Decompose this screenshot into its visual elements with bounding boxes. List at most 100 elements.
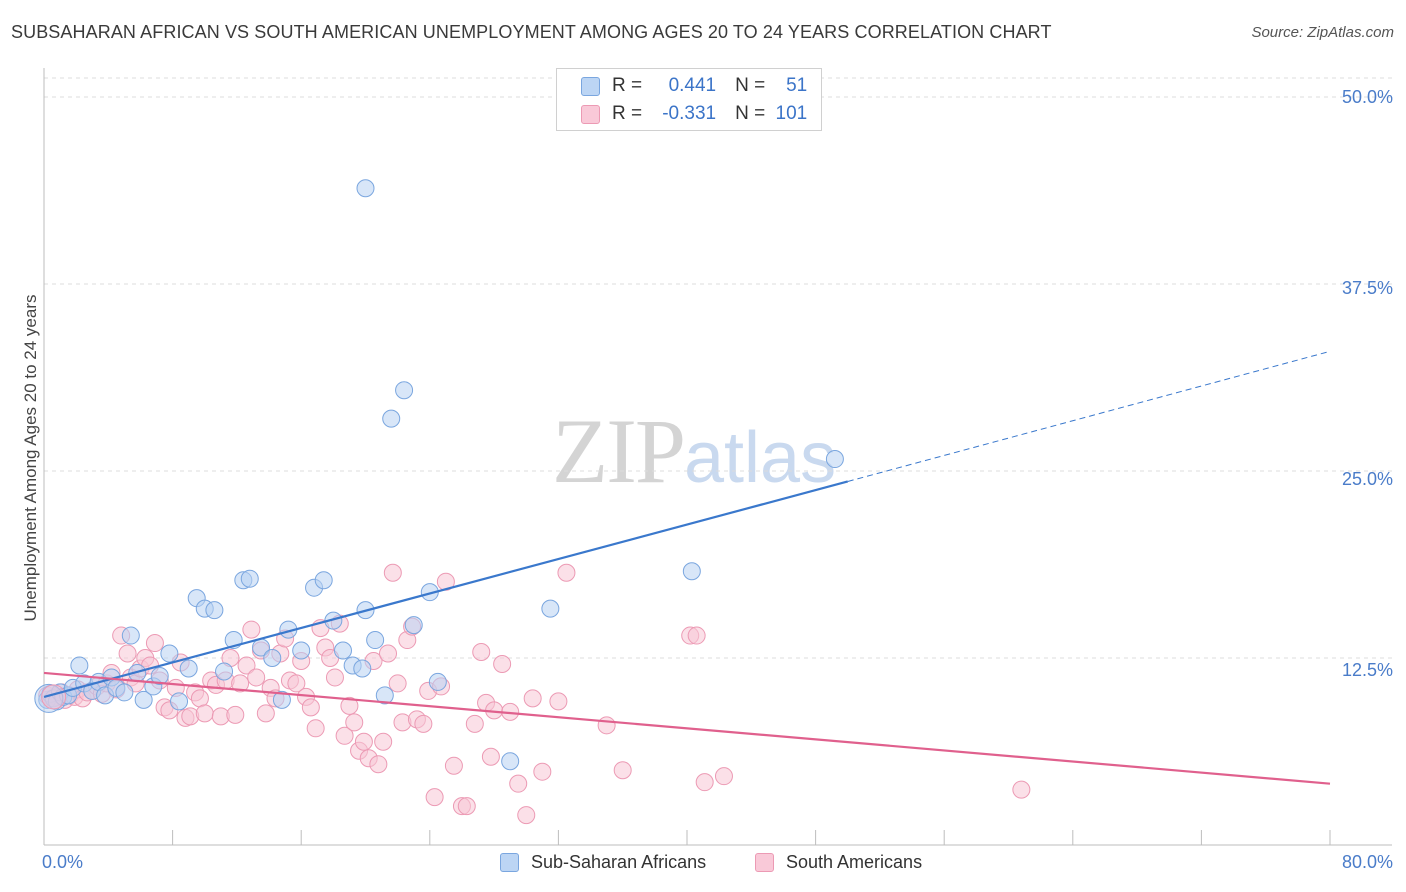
data-point-southamerican (195, 704, 214, 723)
data-point-subsaharan (215, 662, 234, 681)
data-point-southamerican (190, 689, 209, 708)
data-point-subsaharan (314, 571, 333, 590)
data-point-subsaharan (150, 666, 169, 685)
data-point-southamerican (393, 713, 412, 732)
data-point-subsaharan (170, 692, 189, 711)
data-point-southamerican (226, 705, 245, 724)
data-point-southamerican (457, 797, 476, 816)
data-point-southamerican (301, 698, 320, 717)
data-point-subsaharan (382, 409, 401, 428)
data-point-southamerican (523, 689, 542, 708)
trend-line-southamerican (43, 671, 1331, 785)
data-point-southamerican (533, 762, 552, 781)
legend-swatch-blue (581, 76, 600, 96)
data-point-southamerican (517, 806, 536, 825)
data-point-southamerican (597, 716, 616, 735)
data-point-southamerican (444, 756, 463, 775)
data-point-southamerican (181, 707, 200, 726)
data-point-southamerican (425, 788, 444, 807)
trend-line-subsaharan (43, 480, 849, 698)
y-tick-label: 25.0% (1341, 469, 1393, 489)
data-point-southamerican (340, 696, 359, 715)
data-point-southamerican (383, 563, 402, 582)
data-point-subsaharan (121, 626, 140, 645)
data-point-southamerican (714, 767, 733, 786)
bottom-legend-swatch-blue (500, 853, 519, 872)
legend-n-value: 101 (775, 103, 808, 124)
data-point-southamerican (481, 747, 500, 766)
data-point-southamerican-cluster (41, 684, 67, 710)
data-point-subsaharan (366, 631, 385, 650)
data-point-southamerican (1012, 780, 1031, 799)
data-point-southamerican (493, 654, 512, 673)
bottom-legend-swatch-pink (755, 853, 774, 872)
data-point-subsaharan (115, 683, 134, 702)
correlation-legend: R = 0.441 N = 51 R = -0.331 N = 101 (556, 68, 822, 131)
data-point-southamerican (388, 674, 407, 693)
data-point-southamerican (354, 732, 373, 751)
legend-n-label: N = (735, 75, 766, 96)
data-point-subsaharan (501, 752, 520, 771)
x-tick-label-max: 80.0% (1341, 852, 1393, 872)
bottom-legend-item-pink: South Americans (755, 852, 922, 873)
data-point-southamerican (287, 674, 306, 693)
x-tick-label-min: 0.0% (42, 852, 84, 872)
legend-swatch-pink (581, 104, 600, 124)
data-point-southamerican (414, 714, 433, 733)
chart-title: SUBSAHARAN AFRICAN VS SOUTH AMERICAN UNE… (11, 22, 1052, 42)
data-point-southamerican (465, 714, 484, 733)
data-point-subsaharan (70, 656, 89, 675)
data-point-subsaharan (682, 562, 701, 581)
data-point-subsaharan (263, 649, 282, 667)
data-point-subsaharan (205, 601, 224, 620)
data-point-subsaharan (160, 644, 179, 663)
legend-r-value: -0.331 (662, 103, 717, 124)
data-point-subsaharan (541, 599, 560, 618)
data-point-southamerican (369, 755, 388, 774)
data-point-southamerican (231, 674, 250, 693)
data-point-southamerican (256, 704, 275, 723)
y-axis-label: Unemployment Among Ages 20 to 24 years (21, 294, 40, 622)
source-label: Source: ZipAtlas.com (1251, 24, 1394, 41)
bottom-legend-label: South Americans (786, 852, 923, 872)
data-point-southamerican (549, 692, 568, 711)
data-point-subsaharan (292, 641, 311, 660)
data-point-subsaharan (240, 569, 259, 588)
data-point-southamerican (325, 668, 344, 687)
data-point-southamerican (687, 626, 706, 645)
bottom-legend-item-blue: Sub-Saharan Africans (500, 852, 706, 873)
y-tick-label: 12.5% (1341, 660, 1393, 680)
data-point-subsaharan (428, 672, 447, 691)
legend-r-label: R = (612, 103, 643, 124)
data-point-subsaharan (825, 450, 844, 469)
data-point-southamerican (237, 656, 256, 675)
legend-row-blue: R = 0.441 N = 51 (557, 72, 807, 100)
data-point-subsaharan (395, 381, 414, 400)
data-point-southamerican (145, 634, 164, 653)
data-point-southamerican (242, 620, 261, 639)
y-tick-label: 37.5% (1341, 278, 1393, 298)
legend-n-label: N = (735, 103, 766, 124)
data-point-southamerican (306, 719, 325, 738)
data-point-southamerican (695, 773, 714, 792)
data-point-southamerican (118, 644, 137, 663)
trend-line-subsaharan-extension (847, 350, 1331, 482)
data-point-subsaharan (404, 616, 423, 635)
watermark: ZIPatlas (552, 398, 836, 504)
data-point-subsaharan (356, 179, 375, 198)
data-point-southamerican (335, 726, 354, 745)
data-point-southamerican (345, 713, 364, 732)
watermark-atlas: atlas (684, 418, 837, 498)
data-point-southamerican (509, 774, 528, 793)
data-point-southamerican (379, 644, 398, 663)
data-point-subsaharan (179, 659, 198, 678)
legend-r-value: 0.441 (668, 75, 717, 96)
legend-row-pink: R = -0.331 N = 101 (557, 100, 807, 128)
data-point-southamerican (247, 668, 266, 687)
data-point-subsaharan (134, 690, 153, 709)
data-point-southamerican (472, 643, 491, 662)
data-point-southamerican (374, 732, 393, 751)
watermark-zip: ZIP (552, 400, 686, 502)
data-point-subsaharan (272, 690, 291, 709)
